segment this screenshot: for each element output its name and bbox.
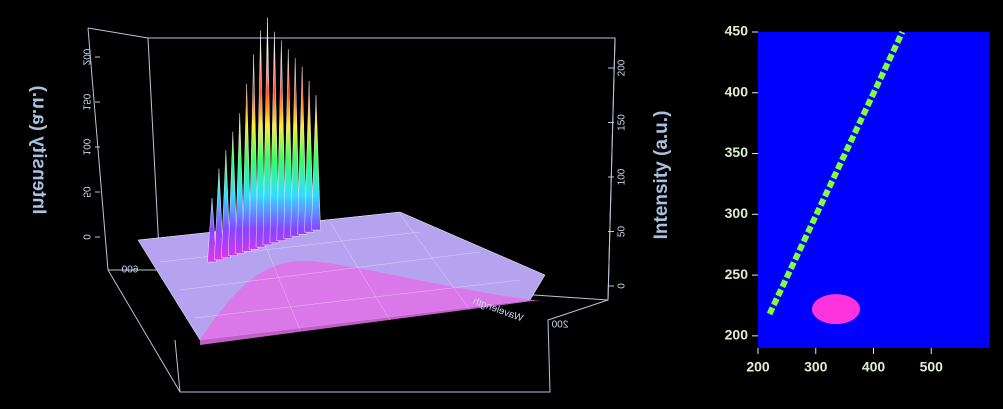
z-tick-label-mirrored: 100 xyxy=(80,138,91,155)
z-axis-label-mirrored: Intensity (a.u.) xyxy=(28,86,49,215)
surface-peak xyxy=(269,31,280,244)
surface-peak xyxy=(276,40,287,241)
box-wireframe xyxy=(87,27,616,393)
z-tick-label-mirrored: 50 xyxy=(80,186,91,198)
x-tick-label: 200 xyxy=(551,320,568,331)
surface-peak xyxy=(311,95,321,231)
surface-peak xyxy=(255,30,266,248)
x-tick-label: 400 xyxy=(862,359,886,375)
z-tick-label: 100 xyxy=(617,168,628,185)
plot-area xyxy=(758,32,989,348)
y-tick-label: 300 xyxy=(725,205,749,221)
surface-peak xyxy=(214,168,224,261)
surface-peak xyxy=(228,131,238,256)
emission-spot xyxy=(811,294,860,325)
surface-peak xyxy=(297,66,307,235)
z-axis-label: Intensity (a.u.) xyxy=(651,111,672,240)
x-tick-label: 500 xyxy=(920,359,944,375)
surface-grid xyxy=(159,213,521,331)
y-tick-label: 400 xyxy=(725,83,749,99)
surface-peak xyxy=(241,83,252,252)
surface-peak xyxy=(283,49,294,239)
x-tick-label: 600 xyxy=(121,265,138,276)
z-tick-label: 50 xyxy=(617,226,628,238)
surface-peak xyxy=(290,57,300,237)
scatter-line xyxy=(766,30,906,316)
y-tick-label: 350 xyxy=(725,144,749,160)
x-tick-label: 300 xyxy=(804,359,828,375)
z-tick-label-mirrored: 200 xyxy=(80,48,91,65)
y-tick-label: 200 xyxy=(725,327,749,343)
surface-peak xyxy=(262,17,273,246)
surface-peak xyxy=(304,80,314,233)
z-tick-label: 0 xyxy=(617,283,628,289)
x-tick-label: 200 xyxy=(746,359,770,375)
y-tick-label: 450 xyxy=(725,23,749,39)
z-tick-label: 150 xyxy=(617,114,628,131)
y-tick-label: 250 xyxy=(725,266,749,282)
z-tick-label: 200 xyxy=(617,59,628,76)
surface-peak xyxy=(248,54,259,250)
surface-peak xyxy=(234,113,245,254)
surface-hump xyxy=(200,260,540,345)
z-tick-label-mirrored: 150 xyxy=(80,93,91,110)
surface-peak xyxy=(207,198,217,263)
z-tick-label-mirrored: 0 xyxy=(80,234,91,240)
surface-peak xyxy=(221,150,231,258)
